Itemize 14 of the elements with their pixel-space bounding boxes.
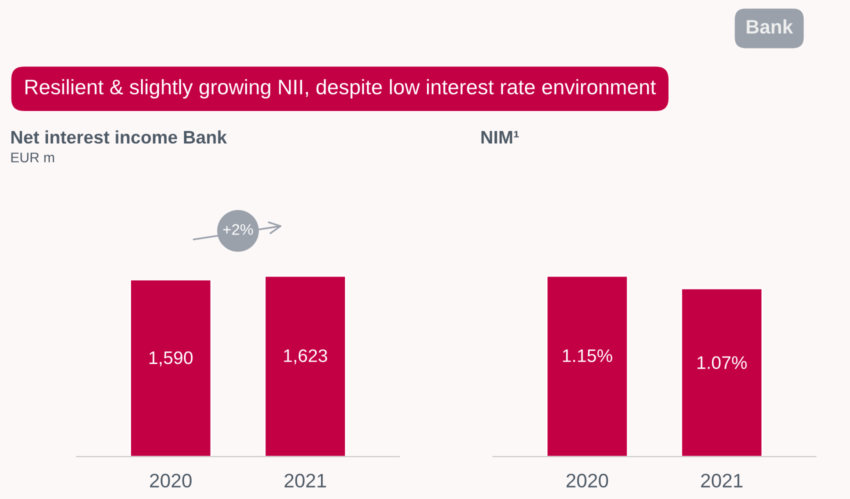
data-label: 1.15%	[562, 349, 612, 362]
text: +2%	[223, 224, 253, 235]
x-tick-label: 2021	[284, 474, 326, 488]
chart-title: NIM¹	[481, 130, 519, 144]
chart-title: Net interest income Bank	[11, 130, 227, 144]
text: Resilient & slightly growing NII, despite low interest rate environment	[26, 79, 656, 99]
x-tick-label: 2020	[150, 474, 192, 488]
data-label: 1.07%	[698, 356, 747, 370]
x-tick-label: 2021	[701, 474, 742, 488]
data-label: 1,590	[149, 351, 193, 366]
text: Bank	[746, 19, 794, 34]
x-tick-label: 2020	[566, 474, 608, 488]
data-label: 1,623	[284, 349, 328, 364]
chart-subtitle: EUR m	[11, 152, 54, 162]
